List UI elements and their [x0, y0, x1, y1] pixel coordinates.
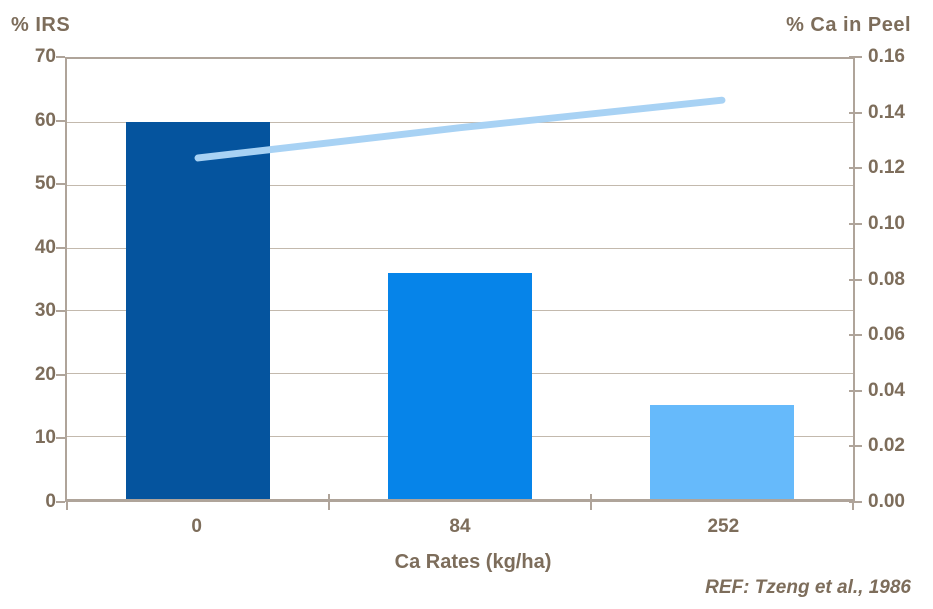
left-axis-tick	[56, 119, 65, 122]
right-axis-tick	[849, 445, 862, 448]
right-axis-tick	[849, 278, 862, 281]
bar-0	[125, 121, 270, 499]
left-axis-tick-label: 40	[34, 236, 56, 258]
left-axis-tick-label: 10	[34, 427, 56, 449]
bar-84	[388, 272, 532, 499]
right-axis-tick-label: 0.10	[868, 212, 905, 234]
right-axis-tick-label: 0.06	[868, 324, 905, 346]
x-axis-tick	[327, 494, 330, 510]
bar-252	[650, 404, 794, 499]
left-axis-tick	[56, 183, 65, 186]
right-axis-tick-label: 0.04	[868, 379, 905, 401]
right-axis-tick-label: 0.02	[868, 435, 905, 457]
x-axis-tick-label: 84	[449, 516, 471, 537]
x-axis-tick-label: 252	[707, 516, 740, 537]
right-axis-tick	[849, 111, 862, 114]
right-axis-tick-label: 0.14	[868, 101, 905, 123]
left-axis-tick-label: 60	[34, 109, 56, 131]
right-axis-tick-label: 0.12	[868, 157, 905, 179]
left-axis-tick-label: 70	[34, 46, 56, 67]
right-axis-tick	[849, 389, 862, 392]
x-axis-tick	[852, 502, 854, 510]
reference-note: REF: Tzeng et al., 1986	[705, 577, 911, 598]
right-axis-tick	[849, 334, 862, 337]
left-axis-tick	[56, 437, 65, 440]
right-axis-tick-label: 0.16	[868, 46, 905, 67]
left-axis-tick	[56, 501, 65, 503]
x-axis-title: Ca Rates (kg/ha)	[394, 551, 552, 573]
right-axis-tick-label: 0.00	[868, 491, 905, 512]
x-axis-tick	[66, 502, 68, 510]
x-axis-tick	[589, 494, 592, 510]
right-axis-tick	[849, 167, 862, 170]
right-axis-title: % Ca in Peel	[786, 14, 911, 36]
gridline	[67, 184, 853, 186]
left-axis-tick	[56, 56, 65, 58]
left-axis-tick-label: 50	[34, 173, 56, 195]
right-axis-tick	[849, 56, 862, 58]
right-axis-tick	[849, 222, 862, 225]
gridline	[67, 247, 853, 249]
right-axis-tick	[849, 501, 862, 503]
left-axis-tick-label: 20	[34, 363, 56, 385]
left-axis-tick-label: 30	[34, 300, 56, 322]
left-axis-tick-label: 0	[45, 491, 56, 512]
left-axis-title: % IRS	[11, 14, 71, 36]
right-axis-tick-label: 0.08	[868, 268, 905, 290]
left-axis-tick	[56, 246, 65, 249]
left-axis-tick	[56, 310, 65, 313]
x-axis-tick-label: 0	[191, 516, 202, 537]
plot-area	[56, 56, 862, 510]
left-axis-tick	[56, 373, 65, 376]
